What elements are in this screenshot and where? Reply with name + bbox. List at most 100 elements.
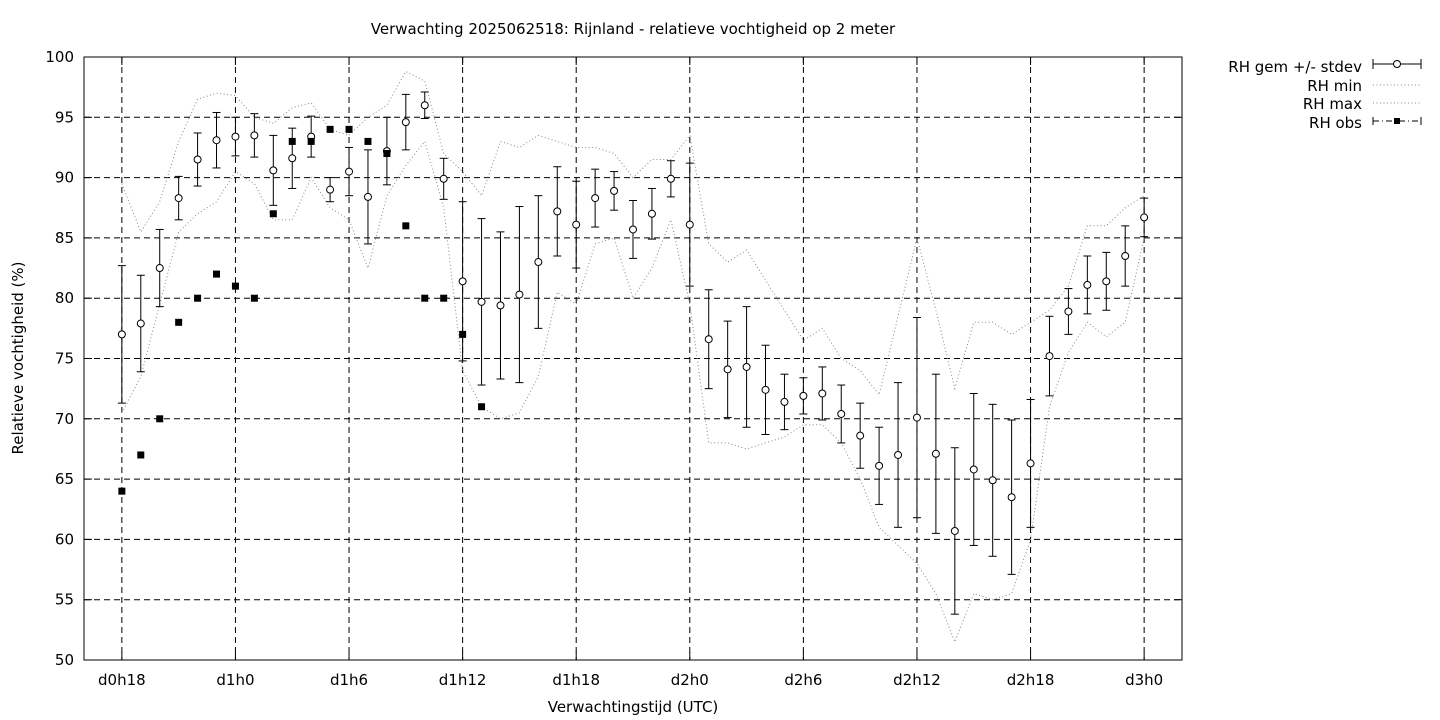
rh-mean-point [1102, 251, 1111, 311]
mean-marker [723, 365, 732, 374]
mean-marker [1121, 251, 1130, 260]
mean-marker [117, 330, 126, 339]
mean-marker [193, 155, 202, 164]
rh-mean-point [931, 373, 940, 534]
mean-marker [704, 335, 713, 344]
rh-obs-point [231, 282, 239, 290]
rh-mean-point [950, 447, 959, 615]
y-tick-label: 55 [55, 591, 74, 609]
grid [84, 57, 1182, 660]
mean-marker [174, 194, 183, 203]
rh-mean-point [477, 218, 486, 386]
mean-marker [856, 431, 865, 440]
mean-marker [969, 465, 978, 474]
y-tick-label: 60 [55, 530, 74, 548]
rh-mean-point [723, 320, 732, 419]
legend-label-min: RH min [1307, 77, 1362, 95]
rh-mean-point [1083, 255, 1092, 315]
rh-mean-point [894, 382, 903, 528]
mean-marker [155, 264, 164, 273]
mean-marker [553, 207, 562, 216]
rh-mean-point [515, 206, 524, 384]
rh-obs-point [175, 318, 183, 326]
rh-mean-point [496, 231, 505, 380]
rh-mean-point [647, 187, 656, 240]
rh-obs-point [459, 330, 467, 338]
rh-mean-point [799, 377, 808, 415]
y-axis: 50 55 60 65 70 75 80 85 90 95 100 [45, 48, 1182, 669]
rh-mean-point [591, 168, 600, 228]
mean-marker [1026, 459, 1035, 468]
rh-mean-point [1026, 399, 1035, 528]
rh-mean-point [307, 115, 316, 158]
legend-label-obs: RH obs [1309, 114, 1362, 132]
mean-marker [629, 225, 637, 234]
mean-marker [610, 186, 619, 195]
rh-mean-point [912, 316, 921, 519]
rh-mean-point [1007, 419, 1016, 575]
rh-mean-point [988, 403, 997, 557]
rh-obs-point [402, 222, 410, 230]
mean-marker [1064, 307, 1073, 316]
y-tick-label: 90 [55, 169, 74, 187]
mean-marker [1140, 213, 1149, 222]
legend-swatch-mean [1372, 59, 1422, 69]
rh-mean-point [969, 392, 978, 546]
rh-mean-point [761, 344, 770, 435]
rh-mean-point [1121, 225, 1130, 287]
y-tick-label: 100 [45, 48, 74, 66]
rh-obs-point [326, 125, 334, 133]
rh-mean-point [818, 366, 827, 421]
mean-marker [250, 131, 259, 140]
rh-mean-point [666, 160, 675, 198]
mean-marker [950, 526, 959, 535]
rh-mean-point [174, 175, 183, 221]
rh-obs-point [118, 487, 126, 495]
mean-marker [1007, 493, 1016, 502]
mean-marker [742, 362, 751, 371]
rh-mean-point [553, 166, 562, 257]
rh-mean-point [780, 373, 789, 431]
legend-label-mean: RH gem +/- stdev [1228, 58, 1362, 76]
mean-marker [875, 461, 884, 470]
chart-title: Verwachting 2025062518: Rijnland - relat… [371, 20, 896, 38]
y-tick-label: 80 [55, 289, 74, 307]
rh-mean-point [629, 200, 637, 259]
mean-marker [345, 167, 354, 176]
rh-obs-point [307, 137, 315, 145]
mean-marker [799, 391, 808, 400]
mean-marker [666, 174, 675, 183]
x-axis: d0h18 d1h0 d1h6 d1h12 d1h18 d2h0 d2h6 d2h12 d2h1… [98, 57, 1163, 689]
x-tick-label: d1h18 [552, 671, 600, 689]
rh-obs-point [364, 137, 372, 145]
mean-marker [894, 450, 903, 459]
y-tick-label: 50 [55, 651, 74, 669]
mean-marker [988, 476, 997, 485]
mean-marker [931, 449, 940, 458]
rh-obs-point [383, 149, 391, 157]
y-axis-label: Relatieve vochtigheid (%) [9, 261, 27, 454]
rh-mean-point [345, 146, 354, 197]
rh-mean-point [856, 402, 865, 469]
mean-marker [136, 319, 145, 328]
rh-mean-point [1140, 197, 1149, 238]
x-tick-label: d2h0 [671, 671, 709, 689]
rh-obs-point [250, 294, 258, 302]
rh-obs-point [440, 294, 448, 302]
x-tick-label: d2h18 [1007, 671, 1055, 689]
x-tick-label: d3h0 [1125, 671, 1163, 689]
rh-obs-point [269, 210, 277, 218]
mean-marker [1083, 280, 1092, 289]
legend-swatch-obs [1372, 117, 1422, 125]
mean-marker [685, 220, 694, 229]
rh-mean-point [742, 306, 751, 428]
rh-mean-point [439, 157, 448, 200]
rh-mean-point [1064, 288, 1073, 335]
rh-obs-point [421, 294, 429, 302]
x-tick-label: d1h12 [439, 671, 487, 689]
rh-mean-point [326, 177, 335, 203]
mean-marker [401, 118, 410, 127]
y-tick-label: 70 [55, 410, 74, 428]
series [117, 70, 1149, 644]
